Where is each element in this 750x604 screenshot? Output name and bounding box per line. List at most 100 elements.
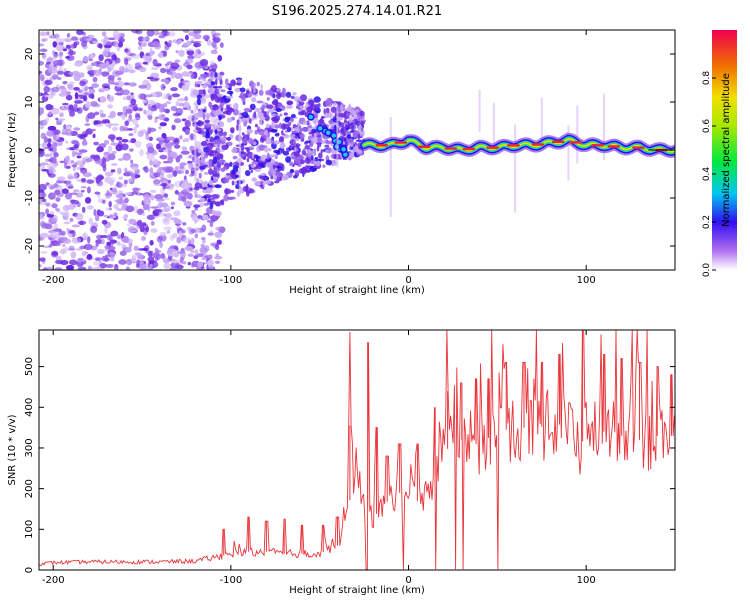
noise-blob bbox=[173, 245, 179, 250]
noise-blob bbox=[139, 148, 144, 157]
noise-blob bbox=[144, 83, 152, 91]
noise-blob bbox=[167, 156, 174, 164]
noise-blob bbox=[94, 111, 100, 116]
noise-blob bbox=[62, 204, 70, 212]
noise-blob bbox=[107, 74, 115, 81]
noise-blob bbox=[101, 31, 107, 37]
noise-blob bbox=[184, 119, 192, 128]
noise-blob bbox=[101, 238, 105, 245]
noise-blob bbox=[44, 79, 53, 86]
streak bbox=[336, 106, 339, 168]
transition-blob bbox=[347, 105, 352, 113]
noise-blob bbox=[52, 59, 62, 66]
noise-blob bbox=[162, 94, 168, 100]
transition-blob bbox=[208, 179, 214, 186]
transition-blob bbox=[195, 157, 200, 165]
noise-blob bbox=[145, 250, 154, 254]
noise-blob bbox=[65, 192, 73, 200]
noise-blob bbox=[94, 214, 100, 222]
transition-blob bbox=[232, 164, 240, 169]
transition-blob bbox=[208, 168, 213, 175]
transition-blob bbox=[268, 165, 274, 173]
noise-blob bbox=[74, 173, 78, 180]
noise-blob bbox=[184, 169, 190, 175]
noise-blob bbox=[180, 170, 184, 174]
spectrogram-ytick-label: -10 bbox=[24, 190, 35, 206]
transition-blob bbox=[312, 167, 317, 172]
noise-blob bbox=[83, 243, 93, 251]
noise-blob bbox=[213, 32, 221, 37]
transition-blob bbox=[270, 84, 277, 93]
noise-blob bbox=[170, 74, 175, 80]
noise-blob bbox=[65, 94, 73, 101]
bright-spot bbox=[316, 124, 324, 133]
transition-blob bbox=[226, 117, 233, 123]
transition-blob bbox=[224, 78, 229, 86]
noise-blob bbox=[121, 138, 129, 143]
transition-blob bbox=[280, 90, 287, 98]
noise-blob bbox=[213, 210, 222, 217]
noise-blob bbox=[200, 243, 205, 249]
noise-blob bbox=[72, 166, 76, 172]
noise-blob bbox=[47, 138, 52, 143]
noise-blob bbox=[109, 110, 116, 119]
noise-blob bbox=[43, 153, 53, 157]
noise-blob bbox=[40, 192, 47, 198]
transition-blob bbox=[244, 170, 251, 177]
noise-blob bbox=[165, 101, 172, 105]
transition-blob bbox=[214, 97, 222, 103]
transition-blob bbox=[224, 188, 232, 195]
noise-blob bbox=[194, 233, 199, 239]
noise-blob bbox=[128, 178, 134, 183]
noise-blob bbox=[107, 233, 111, 241]
noise-blob bbox=[163, 205, 172, 212]
noise-blob bbox=[131, 254, 136, 261]
transition-blob bbox=[229, 161, 233, 167]
noise-blob bbox=[167, 146, 172, 153]
transition-blob bbox=[263, 129, 269, 136]
transition-blob bbox=[292, 92, 297, 96]
streak bbox=[567, 125, 570, 181]
transition-blob bbox=[193, 186, 200, 191]
transition-blob bbox=[270, 129, 278, 133]
noise-blob bbox=[103, 139, 110, 145]
transition-blob bbox=[317, 136, 323, 143]
transition-blob bbox=[266, 104, 274, 109]
noise-blob bbox=[47, 125, 57, 131]
snr-y-label: SNR (10 * v/v) bbox=[7, 414, 18, 485]
noise-blob bbox=[160, 187, 165, 196]
noise-blob bbox=[62, 80, 68, 85]
colorbar-label: Normalized spectral amplitude bbox=[721, 73, 732, 227]
transition-blob bbox=[215, 78, 218, 86]
snr-panel: -200 -100 0 100 0 100 200 300 400 500 Height of s… bbox=[7, 329, 676, 596]
transition-blob bbox=[298, 111, 305, 116]
noise-blob bbox=[105, 263, 114, 268]
transition-blob bbox=[298, 101, 305, 106]
noise-blob bbox=[73, 100, 83, 104]
noise-blob bbox=[80, 40, 88, 47]
transition-blob bbox=[275, 92, 282, 100]
noise-blob bbox=[197, 215, 203, 219]
noise-blob bbox=[168, 40, 172, 44]
transition-blob bbox=[221, 144, 229, 151]
noise-blob bbox=[98, 143, 107, 149]
noise-blob bbox=[118, 176, 124, 180]
transition-blob bbox=[220, 199, 225, 206]
noise-blob bbox=[85, 101, 92, 109]
transition-blob bbox=[235, 82, 242, 86]
noise-blob bbox=[59, 51, 64, 57]
noise-blob bbox=[152, 58, 158, 66]
transition-blob bbox=[301, 156, 305, 159]
streak bbox=[602, 93, 605, 160]
noise-blob bbox=[199, 51, 206, 56]
noise-blob bbox=[74, 151, 78, 156]
noise-blob bbox=[87, 86, 94, 90]
noise-blob bbox=[62, 102, 69, 106]
noise-blob bbox=[146, 109, 153, 117]
noise-blob bbox=[68, 233, 73, 238]
noise-blob bbox=[128, 229, 138, 233]
noise-blob bbox=[126, 258, 133, 266]
noise-blob bbox=[215, 226, 222, 231]
noise-blob bbox=[44, 223, 53, 230]
transition-blob bbox=[296, 104, 300, 110]
